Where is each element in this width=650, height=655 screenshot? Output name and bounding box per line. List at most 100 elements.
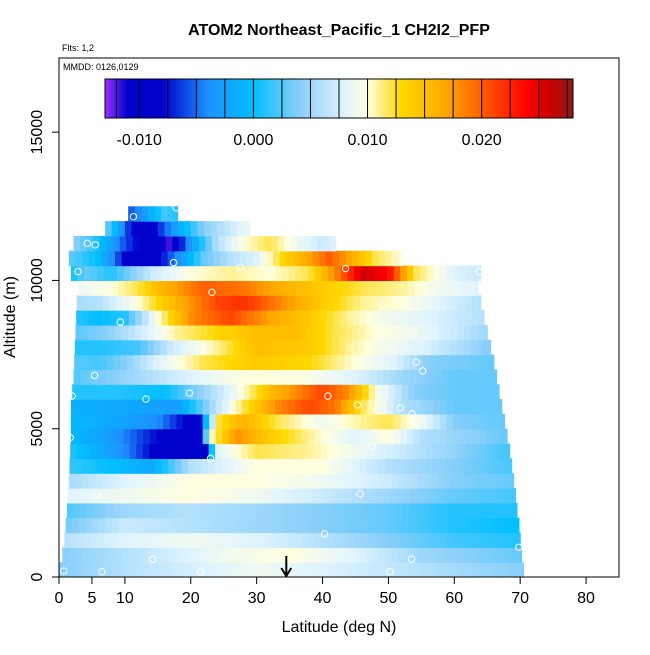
heatmap-cell [114, 339, 122, 356]
heatmap-cell [383, 369, 391, 385]
heatmap-cell [467, 280, 475, 296]
heatmap-cell [337, 502, 345, 519]
heatmap-cell [172, 502, 180, 519]
heatmap-cell [187, 324, 195, 341]
heatmap-cell [418, 473, 426, 489]
heatmap-cell [322, 562, 330, 577]
heatmap-cell [161, 473, 169, 489]
heatmap-cell [187, 473, 195, 489]
heatmap-cell [90, 428, 98, 445]
heatmap-cell [255, 428, 263, 445]
heatmap-cell [128, 547, 136, 563]
heatmap-cell [218, 502, 226, 519]
heatmap-cell [95, 250, 103, 267]
heatmap-cell [343, 369, 351, 385]
heatmap-cell [194, 458, 202, 474]
heatmap-cell [70, 413, 79, 430]
heatmap-cell [395, 517, 403, 534]
heatmap-cell [357, 488, 365, 504]
heatmap-cell [65, 517, 73, 534]
heatmap-cell [272, 339, 280, 356]
y-tick-label: 10000 [29, 258, 46, 303]
heatmap-cell [306, 458, 314, 474]
heatmap-cell [277, 235, 285, 252]
heatmap-cell [406, 399, 415, 415]
heatmap-cell [447, 562, 455, 577]
heatmap-cell [227, 547, 235, 563]
heatmap-cell [431, 310, 440, 326]
heatmap-cell [98, 384, 106, 400]
heatmap-cell [189, 265, 197, 282]
heatmap-cell [155, 443, 164, 459]
heatmap-cell [422, 369, 430, 385]
heatmap-cell [223, 562, 231, 577]
heatmap-cell [199, 488, 207, 504]
heatmap-cell [138, 280, 146, 296]
heatmap-cell [356, 502, 364, 519]
heatmap-cell [434, 562, 442, 577]
heatmap-cell [467, 517, 475, 534]
heatmap-cell [151, 280, 159, 296]
heatmap-cell [322, 517, 330, 534]
heatmap-cell [434, 280, 442, 296]
heatmap-layer [59, 206, 525, 577]
heatmap-cell [171, 280, 179, 296]
heatmap-cell [296, 280, 304, 296]
heatmap-cell [426, 428, 434, 445]
heatmap-cell [441, 384, 449, 400]
heatmap-cell [412, 458, 420, 474]
dates-label: MMDD: 0126,0129 [63, 62, 139, 72]
heatmap-cell [439, 265, 447, 282]
heatmap-cell [77, 532, 85, 548]
heatmap-cell [110, 399, 118, 415]
heatmap-cell [255, 265, 263, 282]
heatmap-cell [377, 339, 386, 356]
heatmap-cell [202, 265, 210, 282]
sample-point [368, 442, 376, 451]
heatmap-cell [445, 310, 453, 326]
heatmap-cell [256, 517, 264, 534]
heatmap-cell [307, 443, 315, 459]
heatmap-cell [142, 310, 150, 326]
heatmap-cell [391, 547, 399, 563]
heatmap-cell [429, 502, 437, 519]
heatmap-cell [235, 413, 243, 430]
sample-point [408, 410, 416, 418]
heatmap-cell [227, 473, 235, 489]
heatmap-cell [393, 295, 401, 311]
heatmap-cell [495, 369, 498, 385]
heatmap-cell [194, 250, 202, 267]
heatmap-cell [375, 517, 383, 534]
heatmap-cell [263, 562, 271, 577]
heatmap-cell [462, 354, 471, 370]
heatmap-cell [139, 369, 147, 385]
x-axis: 0 5 10 20 30 40 50 60 70 80 [55, 577, 595, 607]
heatmap-cell [248, 295, 256, 311]
heatmap-cell [76, 310, 84, 326]
heatmap-cell [286, 458, 295, 474]
sample-point [66, 433, 74, 442]
heatmap-cell [366, 310, 374, 326]
heatmap-cell [379, 443, 388, 459]
heatmap-cell [332, 324, 340, 341]
heatmap-cell [243, 221, 251, 237]
heatmap-cell [446, 428, 454, 445]
heatmap-cell [136, 413, 144, 430]
heatmap-cell [135, 310, 143, 326]
heatmap-cell [180, 547, 189, 563]
heatmap-cell [390, 354, 398, 370]
heatmap-cell [286, 310, 295, 326]
heatmap-cell [335, 562, 343, 577]
heatmap-cell [80, 502, 88, 519]
heatmap-cell [159, 369, 167, 385]
heatmap-cell [254, 443, 262, 459]
heatmap-cell [438, 458, 446, 474]
heatmap-cell [311, 488, 319, 504]
heatmap-cell [358, 547, 366, 563]
heatmap-cell [159, 502, 167, 519]
heatmap-cell [167, 206, 175, 222]
heatmap-cell [513, 517, 520, 534]
heatmap-cell [292, 250, 301, 267]
heatmap-cell [329, 280, 337, 296]
heatmap-cell [331, 339, 339, 356]
